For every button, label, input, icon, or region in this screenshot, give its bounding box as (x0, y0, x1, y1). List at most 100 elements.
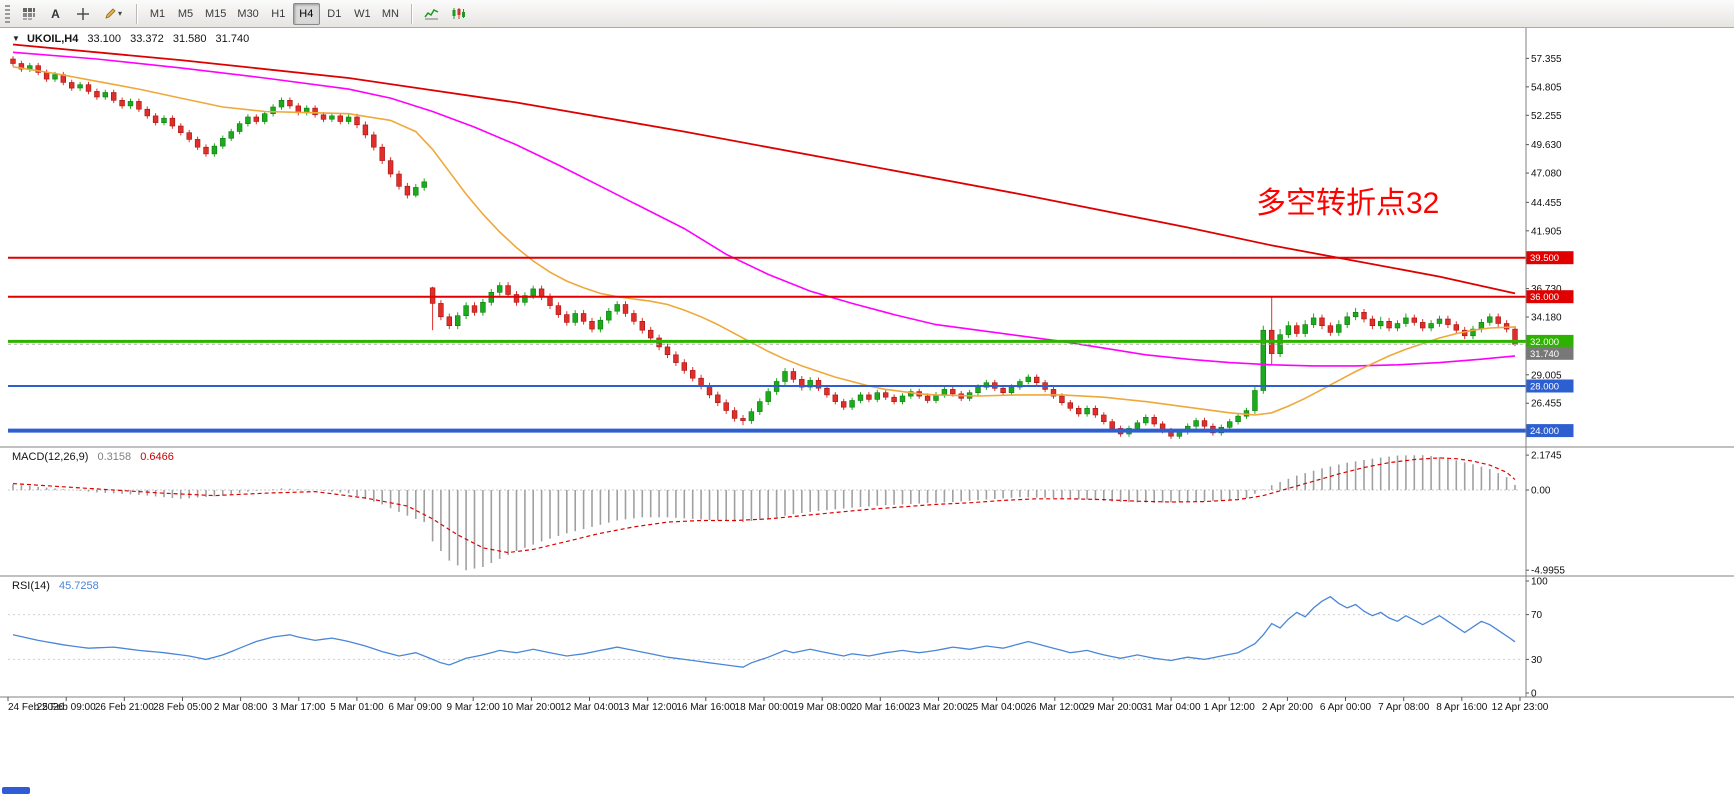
candle-body (941, 389, 948, 396)
candle-body (1059, 395, 1065, 403)
price-level-box (1526, 290, 1574, 304)
price-level-box-label: 36.000 (1530, 292, 1559, 303)
time-axis-label: 28 Feb 05:00 (153, 702, 212, 713)
timeframe-H1[interactable]: H1 (271, 7, 286, 20)
candle-body (454, 315, 461, 327)
candle-body (1487, 316, 1493, 323)
candle-body (471, 305, 478, 313)
candle-body (1495, 316, 1501, 324)
chart-annotation-text[interactable]: 多空转折点32 (1256, 187, 1440, 220)
candles-icon (451, 7, 466, 20)
candle-body (1084, 407, 1090, 415)
candle-body (18, 63, 25, 70)
candle-body (287, 100, 293, 107)
candle-body (379, 146, 385, 161)
time-axis-label: 24 Feb 2020 (8, 702, 65, 713)
macd-scale-label: 2.1745 (1531, 451, 1562, 462)
rsi-value: 45.7258 (58, 580, 99, 592)
price-level-box (1526, 251, 1574, 265)
candle-body (824, 387, 830, 396)
candle-body (1403, 317, 1409, 324)
candle-body (882, 392, 889, 398)
timeframe-M30[interactable]: M30 (237, 7, 259, 20)
candle-body (681, 362, 688, 371)
candle-body (815, 380, 822, 389)
candle-body (647, 329, 654, 339)
one-click-trading-arrow-icon[interactable]: ▼ (12, 34, 20, 43)
candle-body (606, 310, 612, 321)
candle-body (320, 114, 327, 120)
candle-body (1294, 325, 1300, 334)
candle-body (715, 394, 721, 403)
candle-body (1076, 407, 1082, 415)
timeframe-D1[interactable]: D1 (327, 7, 342, 20)
draw-tools-button[interactable]: ▾ (97, 3, 129, 25)
candle-body (270, 106, 276, 114)
candle-body (1327, 325, 1334, 333)
timeframe-H4[interactable]: H4 (292, 2, 320, 25)
indicators-button[interactable] (419, 3, 444, 25)
candle-body (664, 346, 671, 355)
candle-body (1067, 402, 1074, 409)
candle-body (194, 139, 201, 148)
macd-scale-label: -4.9955 (1531, 566, 1565, 577)
text-label-button[interactable]: A (43, 3, 68, 25)
time-axis-label: 12 Apr 23:00 (1492, 702, 1549, 713)
price-level-boxes: 39.500 36.000 32.000 28.000 24.000 31.740 (1526, 251, 1574, 438)
bottom-left-accent (2, 787, 30, 794)
price-axis-label: 41.905 (1531, 226, 1562, 237)
time-axis-label: 20 Mar 16:00 (851, 702, 910, 713)
candle-body (345, 116, 352, 122)
candle-body (1193, 420, 1199, 427)
timeframe-M15[interactable]: M15 (205, 7, 227, 20)
candle-body (799, 378, 805, 388)
timeframe-M5[interactable]: M5 (177, 7, 194, 20)
candle-body (1227, 421, 1233, 428)
timeframe-M1[interactable]: M1 (149, 7, 166, 20)
time-axis-label: 31 Mar 04:00 (1142, 702, 1201, 713)
candle-body (496, 285, 503, 293)
candle-body (119, 100, 125, 107)
templates-button[interactable] (446, 3, 471, 25)
candle-body (975, 386, 981, 394)
candle-body (950, 389, 956, 395)
candle-body (555, 305, 562, 315)
time-axis-label: 19 Mar 08:00 (793, 702, 852, 713)
candle-body (1302, 324, 1308, 334)
timeframe-MN[interactable]: MN (381, 7, 399, 20)
candle-body (1285, 325, 1292, 335)
pencil-icon (104, 7, 117, 20)
candle-body (1453, 324, 1460, 331)
chart-canvas[interactable]: 57.355 54.805 52.255 49.630 47.080 44.455 41.9… (0, 28, 1734, 796)
time-axis-label: 25 Mar 04:00 (967, 702, 1026, 713)
candle-body (547, 296, 553, 306)
panel-separators (0, 28, 1734, 698)
price-axis-label: 34.180 (1531, 313, 1562, 324)
crosshair-button[interactable] (70, 3, 95, 25)
time-axis-label: 1 Apr 12:00 (1204, 702, 1256, 713)
macd-panel-graphics: 2.1745 0.00 -4.9955 (8, 451, 1565, 577)
candle-body (396, 173, 402, 187)
time-axis-label: 2 Apr 20:00 (1262, 702, 1314, 713)
candle-body (908, 391, 914, 397)
candle-body (1034, 376, 1040, 384)
candle-body (580, 313, 587, 322)
candle-body (622, 304, 629, 314)
candle-body (1134, 422, 1141, 429)
candle-body (513, 294, 520, 303)
candle-body (1101, 414, 1107, 422)
time-axis-label: 8 Apr 16:00 (1436, 702, 1488, 713)
time-axis-label: 18 Mar 00:00 (735, 702, 794, 713)
chevron-down-icon: ▾ (117, 9, 122, 18)
new-chart-button[interactable] (16, 3, 41, 25)
macd-title: MACD(12,26,9) (12, 451, 89, 463)
candle-body (731, 410, 738, 419)
toolbar-grip[interactable] (5, 4, 10, 23)
candle-body (689, 370, 696, 379)
candle-body (1092, 407, 1099, 416)
low-value: 31.580 (172, 33, 207, 45)
timeframe-W1[interactable]: W1 (354, 7, 371, 20)
price-level-box-label: 28.000 (1530, 382, 1559, 393)
candle-body (1503, 323, 1510, 330)
